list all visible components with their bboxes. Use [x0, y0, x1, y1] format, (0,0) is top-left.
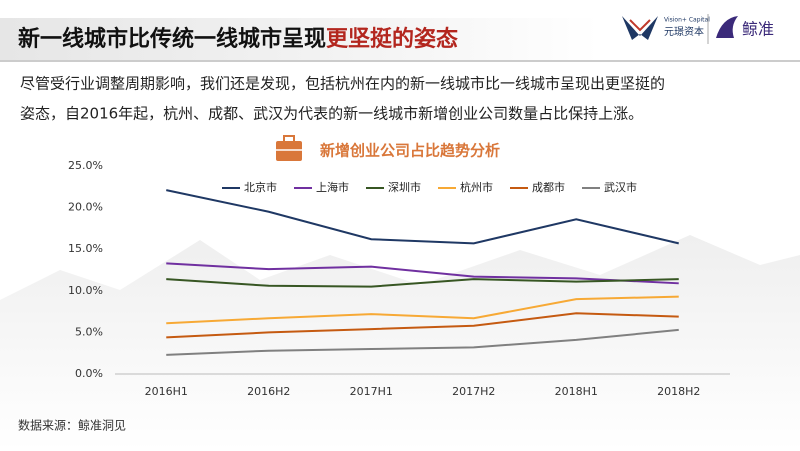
y-tick-label: 25.0%	[68, 159, 103, 172]
chart-title: 新增创业公司占比趋势分析	[320, 142, 500, 160]
x-tick-label: 2017H1	[350, 385, 393, 398]
legend-label: 杭州市	[460, 180, 493, 194]
logo-text: 鲸准	[742, 20, 774, 39]
legend-label: 上海市	[316, 180, 349, 194]
series-line	[166, 328, 679, 356]
x-tick-label: 2017H2	[452, 385, 495, 398]
legend-label: 北京市	[244, 180, 277, 194]
y-tick-label: 0.0%	[75, 367, 103, 380]
y-tick-label: 15.0%	[68, 242, 103, 255]
intro-line: 姿态，自2016年起，杭州、成都、武汉为代表的新一线城市新增创业公司数量占比保持…	[20, 105, 643, 123]
legend-label: 成都市	[532, 180, 565, 194]
legend-label: 武汉市	[604, 180, 637, 194]
y-tick-label: 10.0%	[68, 284, 103, 297]
logo-text: Vision+ Capital	[664, 17, 710, 24]
x-tick-label: 2016H2	[247, 385, 290, 398]
y-tick-label: 5.0%	[75, 325, 103, 338]
logo-jingzhun-icon	[716, 16, 738, 38]
series-line	[166, 189, 679, 245]
logo-vision: Vision+ Capital 元璟资本	[622, 16, 710, 40]
background-mountains	[0, 235, 800, 451]
source: 数据来源：鲸准洞见	[18, 418, 126, 433]
title-bar	[0, 18, 600, 60]
series-line	[166, 262, 679, 285]
logo-text: 元璟资本	[664, 25, 704, 38]
series-line	[166, 278, 679, 288]
legend-label: 深圳市	[388, 180, 421, 194]
x-tick-label: 2018H2	[657, 385, 700, 398]
series-line	[166, 295, 679, 325]
slide-title: 新一线城市比传统一线城市呈现更坚挺的姿态	[18, 26, 458, 52]
x-tick-label: 2016H1	[145, 385, 188, 398]
chart-icon	[276, 135, 302, 161]
y-tick-label: 20.0%	[68, 201, 103, 214]
x-tick-label: 2018H1	[555, 385, 598, 398]
intro-line: 尽管受行业调整周期影响，我们还是发现，包括杭州在内的新一线城市比一线城市呈现出更…	[20, 75, 665, 93]
series-line	[166, 312, 679, 339]
